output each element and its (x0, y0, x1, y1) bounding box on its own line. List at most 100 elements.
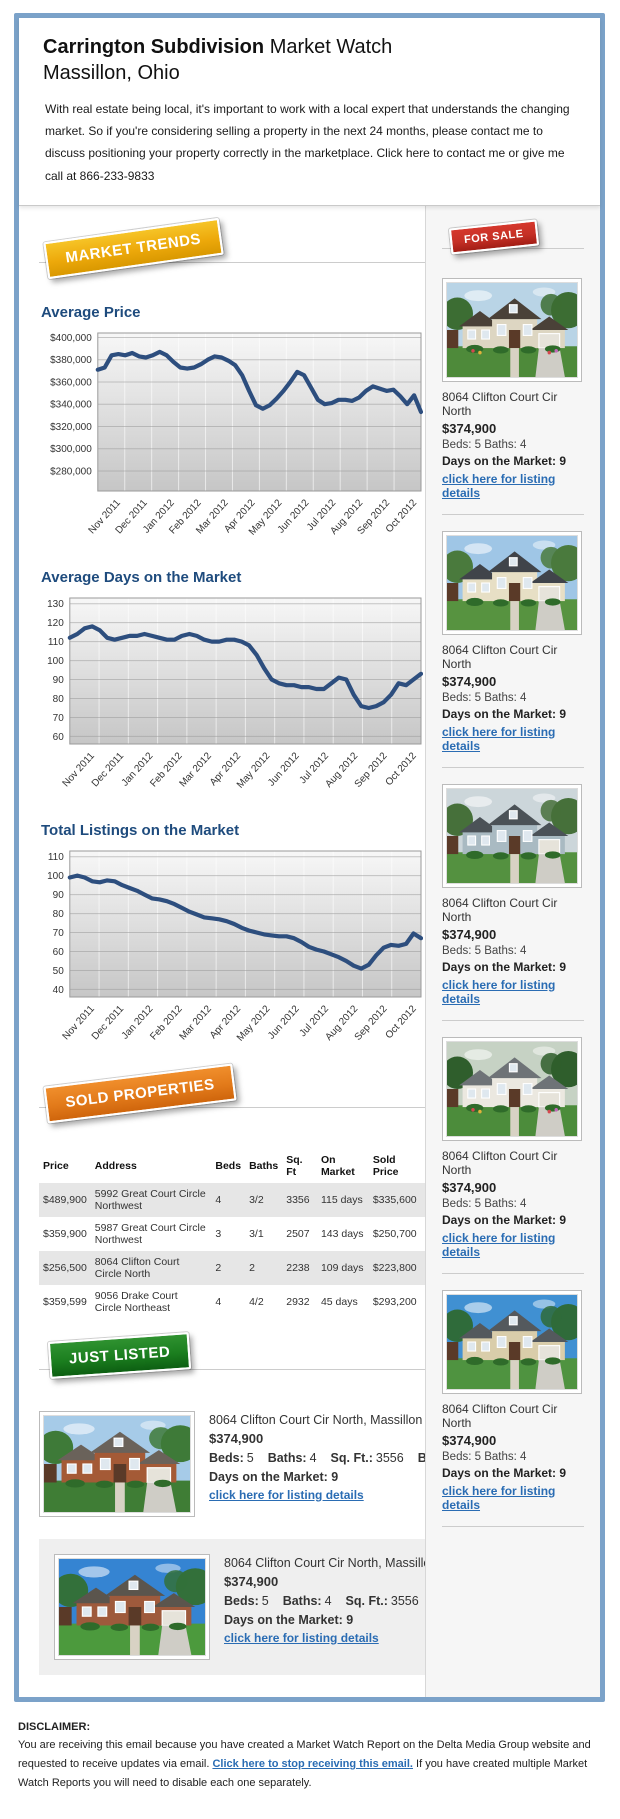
svg-text:100: 100 (47, 656, 64, 667)
table-cell: 115 days (320, 1193, 363, 1206)
newsletter-frame: Carrington Subdivision Market Watch Mass… (14, 13, 605, 1702)
just-listed-item: 8064 Clifton Court Cir North, Massillon $… (39, 1538, 495, 1675)
table-header-cell: On Market (320, 1153, 355, 1178)
just-listed-info: 8064 Clifton Court Cir North, Massillon $… (209, 1411, 494, 1517)
svg-text:130: 130 (47, 599, 64, 610)
header: Carrington Subdivision Market Watch Mass… (19, 18, 600, 206)
svg-text:120: 120 (47, 618, 64, 629)
main-column: MARKET TRENDS Average Price $400,000 $380,… (19, 206, 495, 1697)
listing-details-link[interactable]: click here for listing details (442, 1230, 556, 1259)
table-cell: 45 days (320, 1295, 358, 1308)
table-cell: 2507 (286, 1227, 310, 1240)
listing-details-link[interactable]: click here for listing details (209, 1487, 364, 1502)
chart-title: Average Days on the Market (41, 568, 242, 586)
market-trends-header: MARKET TRENDS (39, 217, 425, 284)
listing-card: 8064 Clifton Court Cir North $374,900 Beds… (442, 1036, 584, 1274)
listing-details-link[interactable]: click here for listing details (442, 471, 556, 500)
table-cell: $359,900 (43, 1227, 87, 1240)
spec-label: Beds: (209, 1450, 244, 1465)
city-subtitle: Massillon, Ohio (43, 62, 180, 84)
for-sale-badge-label: FOR SALE (463, 227, 525, 246)
table-header-cell: Sq. Ft (286, 1153, 303, 1178)
spec-pair: Sq. Ft.: 3556 (346, 1594, 419, 1608)
svg-text:$320,000: $320,000 (50, 422, 92, 433)
table-cell: 5987 Great Court Circle Northwest (94, 1221, 206, 1246)
listing-days-on-market: Days on the Market: 9 (442, 706, 567, 721)
for-sale-list: 8064 Clifton Court Cir North $374,900 Beds… (442, 277, 584, 1527)
svg-text:70: 70 (53, 928, 65, 939)
divider (442, 1019, 584, 1021)
table-cell: 9056 Drake Court Circle Northeast (94, 1289, 178, 1314)
divider (442, 1272, 584, 1274)
sidebar: FOR SALE 8064 Clifton Court Cir North $37… (425, 205, 600, 1697)
house-photo-6 (39, 1410, 195, 1517)
listing-details-link[interactable]: click here for listing details (442, 724, 556, 753)
chart-title: Total Listings on the Market (41, 821, 240, 839)
market-trends-badge: MARKET TRENDS (43, 217, 224, 279)
listing-days-on-market: Days on the Market: 9 (442, 1465, 567, 1480)
listing-details-link[interactable]: click here for listing details (224, 1630, 379, 1645)
table-cell: 3356 (286, 1193, 310, 1206)
svg-text:40: 40 (53, 985, 65, 996)
spec-pair: Sq. Ft.: 3556 (331, 1451, 404, 1465)
spec-value: 3556 (390, 1593, 419, 1608)
listing-days-on-market: Days on the Market: 9 (442, 959, 567, 974)
just-listed-list: 8064 Clifton Court Cir North, Massillon $… (39, 1410, 495, 1675)
table-cell: 109 days (320, 1261, 364, 1274)
chart-block: Total Listings on the Market 110 100 90 80 70… (39, 822, 425, 1051)
house-photo-3 (442, 783, 582, 888)
svg-text:110: 110 (48, 852, 64, 863)
table-cell: $223,800 (372, 1261, 417, 1274)
table-header-cell: Beds (215, 1159, 242, 1172)
listing-beds-baths: Beds: 5 Baths: 4 (442, 944, 527, 957)
table-row: $489,900 5992 Great Court Circle Northwes… (39, 1182, 425, 1217)
table-cell: $250,700 (372, 1227, 417, 1240)
listing-card: 8064 Clifton Court Cir North $374,900 Beds… (442, 530, 584, 768)
svg-text:Jun 2012: Jun 2012 (266, 750, 302, 788)
table-header-cell: Price (43, 1159, 69, 1172)
spec-value: 4 (324, 1593, 332, 1608)
spec-value: 3556 (375, 1450, 404, 1465)
line-chart: 110 100 90 80 70 60 50 40 Nov 2011 Dec 2011 Jan 20… (39, 845, 425, 1051)
just-listed-badge-label: JUST LISTED (68, 1343, 171, 1368)
disclaimer-title: DISCLAIMER: (18, 1720, 91, 1733)
spec-label: Sq. Ft.: (345, 1593, 388, 1608)
divider (442, 513, 584, 515)
market-trends-charts: Average Price $400,000 $380,000 $360,000 $34… (39, 304, 425, 1051)
table-cell: 5992 Great Court Circle Northwest (94, 1187, 206, 1212)
chart-title: Average Price (41, 303, 141, 321)
table-cell: 2 (215, 1261, 222, 1274)
listing-address: 8064 Clifton Court Cir North (442, 1148, 558, 1177)
listing-address: 8064 Clifton Court Cir North (442, 642, 558, 671)
svg-text:$340,000: $340,000 (50, 399, 92, 410)
intro-text: With real estate being local, it's impor… (45, 102, 570, 183)
svg-text:90: 90 (53, 890, 65, 901)
table-row: $359,900 5987 Great Court Circle Northwes… (39, 1217, 425, 1251)
divider (442, 766, 584, 768)
table-cell: 4 (215, 1193, 222, 1206)
table-row: $359,599 9056 Drake Court Circle Northeas… (39, 1285, 425, 1319)
listing-details-link[interactable]: click here for listing details (442, 1483, 556, 1512)
table-cell: $335,600 (372, 1193, 417, 1206)
listing-price: $374,900 (442, 1432, 497, 1448)
svg-text:90: 90 (53, 675, 65, 686)
listing-price: $374,900 (442, 1179, 497, 1195)
listing-details-link[interactable]: click here for listing details (442, 977, 556, 1006)
table-cell: 8064 Clifton Court Circle North (94, 1255, 180, 1280)
listing-beds-baths: Beds: 5 Baths: 4 (442, 691, 527, 704)
table-header-cell: Address (94, 1159, 137, 1172)
listing-beds-baths: Beds: 5 Baths: 4 (442, 1450, 527, 1463)
report-name: Carrington Subdivision (43, 36, 265, 58)
svg-text:$300,000: $300,000 (50, 444, 92, 455)
listing-card: 8064 Clifton Court Cir North $374,900 Beds… (442, 277, 584, 515)
svg-text:$380,000: $380,000 (50, 355, 92, 366)
svg-text:50: 50 (53, 966, 65, 977)
unsubscribe-link[interactable]: Click here to stop receiving this email. (212, 1758, 413, 1771)
listing-address: 8064 Clifton Court Cir North, Massillon (209, 1412, 423, 1427)
listing-days-on-market: Days on the Market: 9 (442, 453, 567, 468)
table-cell: $293,200 (372, 1295, 417, 1308)
svg-text:100: 100 (47, 871, 64, 882)
house-photo-2 (442, 530, 582, 635)
house-photo-5 (442, 1289, 582, 1394)
listing-days-on-market: Days on the Market: 9 (442, 1212, 567, 1227)
